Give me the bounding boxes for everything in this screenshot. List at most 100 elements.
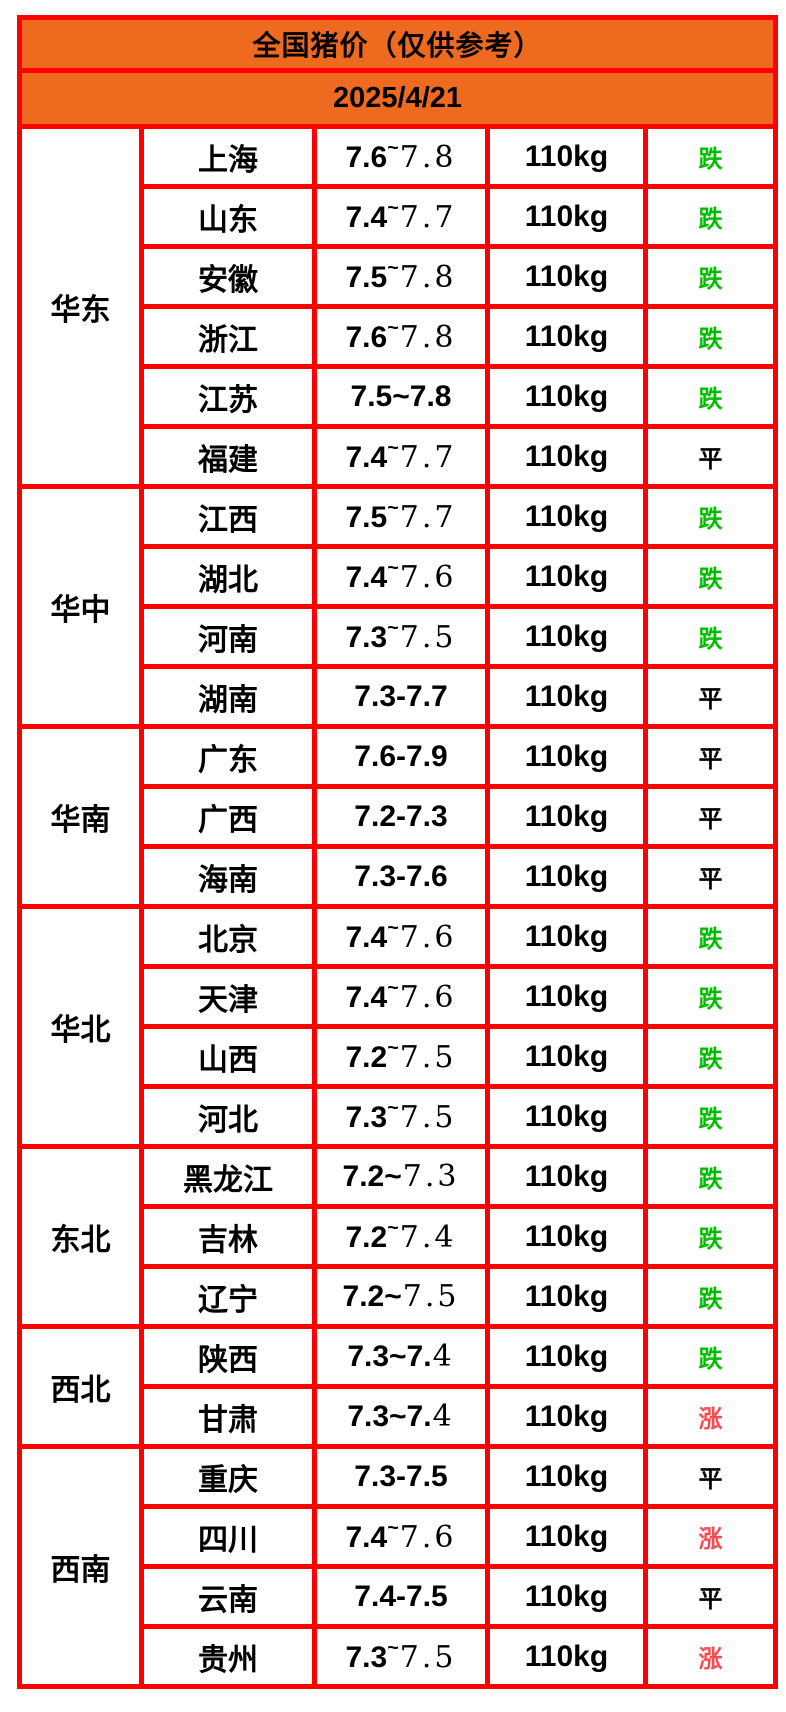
status-cell: 跌 <box>642 1324 779 1389</box>
province-cell: 北京 <box>139 904 317 969</box>
weight-cell: 110kg <box>485 724 648 789</box>
weight-cell: 110kg <box>485 964 648 1029</box>
price-cell: 7.4~7.6 <box>312 964 490 1029</box>
status-cell: 跌 <box>642 304 779 369</box>
province-cell: 辽宁 <box>139 1264 317 1329</box>
table-row: 贵州 7.3~7.5 110kg 涨 <box>20 1624 779 1689</box>
region-cell: 华东 <box>17 124 144 489</box>
status-cell: 跌 <box>642 1024 779 1089</box>
table-row: 海南 7.3-7.6 110kg 平 <box>20 844 779 909</box>
weight-cell: 110kg <box>485 844 648 909</box>
status-cell: 跌 <box>642 1084 779 1149</box>
province-cell: 上海 <box>139 124 317 189</box>
status-cell: 平 <box>642 784 779 849</box>
status-cell: 跌 <box>642 484 779 549</box>
table-title: 全国猪价（仅供参考） <box>16 15 779 73</box>
price-bold-text: 7.3~7. <box>347 1400 432 1433</box>
status-cell: 跌 <box>642 244 779 309</box>
table-row: 安徽 7.5~7.8 110kg 跌 <box>20 244 779 309</box>
price-cell: 7.3-7.6 <box>312 844 490 909</box>
table-row: 浙江 7.6~7.8 110kg 跌 <box>20 304 779 369</box>
price-bold-text: 7.3-7.5 <box>354 1459 448 1493</box>
price-cell: 7.3~7.5 <box>312 604 490 669</box>
province-cell: 重庆 <box>139 1444 317 1509</box>
price-bold-text: 7.4 <box>345 200 388 234</box>
price-cell: 7.3~7.5 <box>312 1624 490 1689</box>
table-body: 华东 上海 7.6~7.8 110kg 跌山东 7.4~7.7 110kg 跌安徽 7.5~7.… <box>17 124 779 1689</box>
price-bold-text: 7.2~ <box>342 1160 402 1193</box>
price-cell: 7.4~7.7 <box>312 424 490 489</box>
weight-cell: 110kg <box>485 904 648 969</box>
pig-price-table: 全国猪价（仅供参考） 2025/4/21 华东 上海 7.6~7.8 110kg 跌山东… <box>16 15 779 1689</box>
table-row: 山东 7.4~7.7 110kg 跌 <box>20 184 779 249</box>
price-light-text: 7.7 <box>399 499 457 535</box>
weight-cell: 110kg <box>485 1204 648 1269</box>
table-row: 华南 广东 7.6-7.9 110kg 平 <box>17 724 779 909</box>
status-cell: 跌 <box>642 964 779 1029</box>
status-cell: 跌 <box>642 904 779 969</box>
province-cell: 贵州 <box>139 1624 317 1689</box>
price-light-text: 7.7 <box>399 199 457 235</box>
region-cell: 华南 <box>17 724 144 909</box>
table-row: 甘肃 7.3~7.4 110kg 涨 <box>20 1384 779 1449</box>
table-row: 云南 7.4-7.5 110kg 平 <box>20 1564 779 1629</box>
price-light-text: 7.5 <box>399 1639 457 1675</box>
weight-cell: 110kg <box>485 1264 648 1329</box>
price-light-text: 7.6 <box>399 559 457 595</box>
price-cell: 7.5~7.8 <box>312 364 490 429</box>
price-bold-text: 7.3 <box>345 620 388 654</box>
price-cell: 7.4~7.6 <box>312 544 490 609</box>
tilde-mark: ~ <box>387 496 399 519</box>
province-cell: 黑龙江 <box>139 1144 317 1209</box>
status-cell: 跌 <box>642 124 779 189</box>
price-bold-text: 7.3 <box>345 1640 388 1674</box>
table-row: 吉林 7.2~7.4 110kg 跌 <box>20 1204 779 1269</box>
province-cell: 福建 <box>139 424 317 489</box>
price-bold-text: 7.3-7.6 <box>354 859 448 893</box>
price-light-text: 7.5 <box>402 1279 460 1314</box>
price-cell: 7.6~7.8 <box>312 124 490 189</box>
table-row: 福建 7.4~7.7 110kg 平 <box>20 424 779 489</box>
price-bold-text: 7.4 <box>345 920 388 954</box>
region-cell: 西南 <box>17 1444 144 1689</box>
province-cell: 湖北 <box>139 544 317 609</box>
weight-cell: 110kg <box>485 124 648 189</box>
status-cell: 涨 <box>642 1624 779 1689</box>
tilde-mark: ~ <box>387 316 399 339</box>
status-cell: 跌 <box>642 1144 779 1209</box>
tilde-mark: ~ <box>387 556 399 579</box>
price-light-text: 7.6 <box>399 919 457 955</box>
price-light-text: 7.6 <box>399 1519 457 1555</box>
weight-cell: 110kg <box>485 1564 648 1629</box>
price-light-text: 7.7 <box>399 439 457 475</box>
status-cell: 跌 <box>642 1264 779 1329</box>
table-row: 东北 黑龙江 7.2~7.3 110kg 跌 <box>17 1144 779 1329</box>
price-light-text: 4 <box>432 1339 455 1374</box>
status-cell: 跌 <box>642 544 779 609</box>
province-cell: 湖南 <box>139 664 317 729</box>
table-row: 山西 7.2~7.5 110kg 跌 <box>20 1024 779 1089</box>
province-cell: 山东 <box>139 184 317 249</box>
date-row: 2025/4/21 <box>16 68 779 129</box>
status-cell: 平 <box>642 724 779 789</box>
price-cell: 7.2~7.3 <box>312 1144 490 1209</box>
price-bold-text: 7.5 <box>345 500 388 534</box>
price-bold-text: 7.6-7.9 <box>354 739 448 773</box>
price-light-text: 7.6 <box>399 979 457 1015</box>
price-cell: 7.3-7.5 <box>312 1444 490 1509</box>
price-cell: 7.6~7.8 <box>312 304 490 369</box>
tilde-mark: ~ <box>387 1036 399 1059</box>
province-cell: 江西 <box>139 484 317 549</box>
price-bold-text: 7.2~ <box>342 1280 402 1313</box>
province-cell: 天津 <box>139 964 317 1029</box>
price-bold-text: 7.3~7. <box>347 1340 432 1373</box>
weight-cell: 110kg <box>485 664 648 729</box>
weight-cell: 110kg <box>485 184 648 249</box>
status-cell: 涨 <box>642 1504 779 1569</box>
province-cell: 安徽 <box>139 244 317 309</box>
tilde-mark: ~ <box>387 136 399 159</box>
table-row: 河南 7.3~7.5 110kg 跌 <box>20 604 779 669</box>
tilde-mark: ~ <box>387 256 399 279</box>
price-bold-text: 7.2-7.3 <box>354 799 448 833</box>
